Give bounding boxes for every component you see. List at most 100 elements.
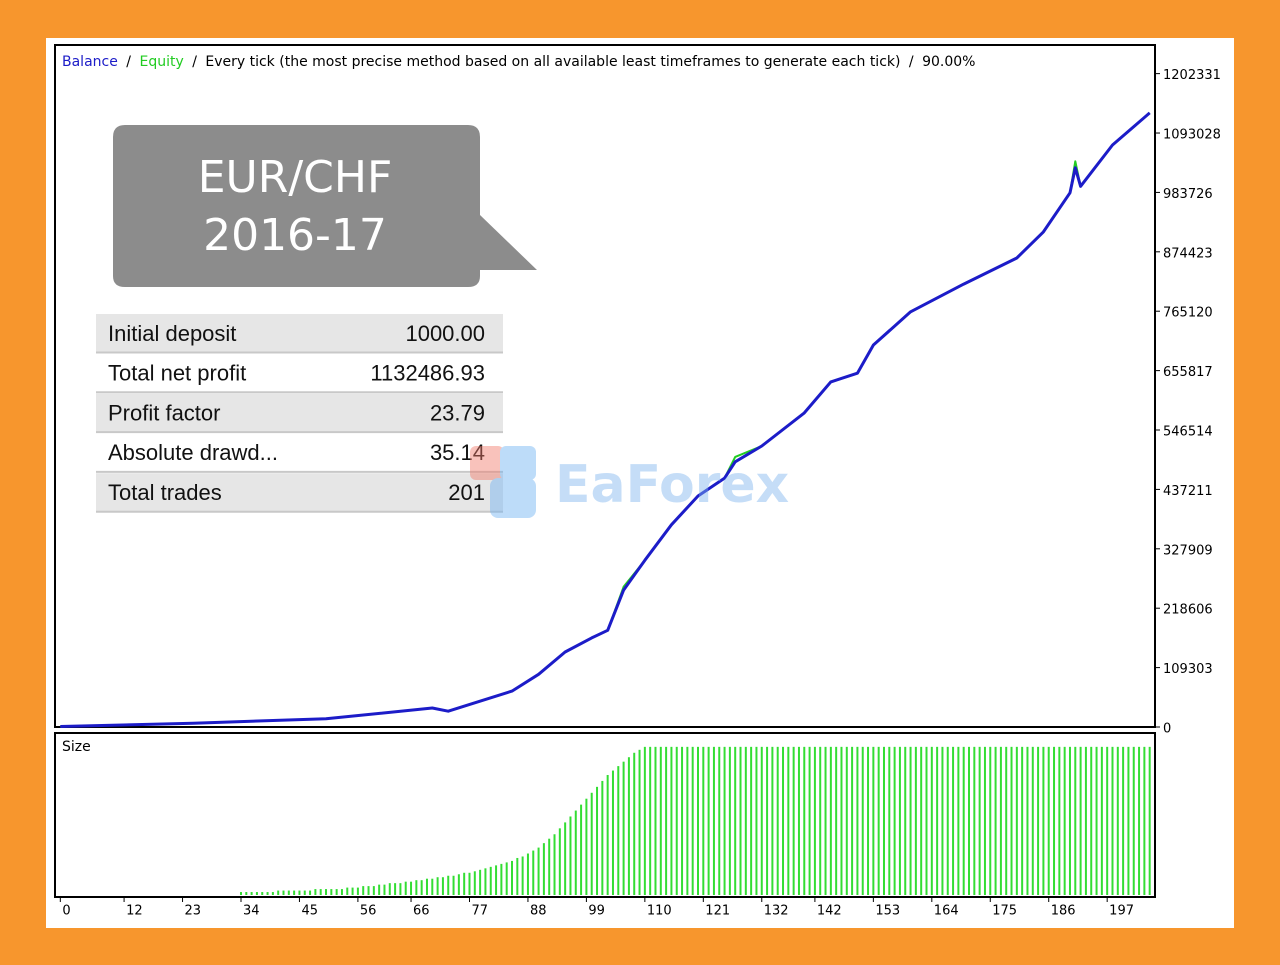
- size-bar: [829, 746, 832, 895]
- quality: 90.00%: [922, 54, 975, 70]
- size-bar: [1138, 746, 1141, 895]
- size-bar: [782, 746, 785, 895]
- separator: /: [126, 54, 131, 70]
- callout-bubble: [113, 125, 537, 287]
- size-bar: [702, 746, 705, 895]
- size-bar: [792, 746, 795, 895]
- size-bar: [356, 887, 359, 895]
- size-bar: [298, 890, 301, 895]
- x-tick-label: 66: [413, 904, 430, 919]
- size-bar: [999, 746, 1002, 895]
- size-bar: [1090, 746, 1093, 895]
- size-bar: [627, 757, 630, 895]
- size-bar: [516, 857, 519, 895]
- size-bar: [712, 746, 715, 895]
- size-bar: [675, 746, 678, 895]
- size-bar: [325, 889, 328, 895]
- size-bar: [521, 856, 524, 895]
- size-bar: [766, 746, 769, 895]
- x-tick-label: 56: [360, 904, 377, 919]
- size-bar: [739, 746, 742, 895]
- size-bar: [861, 746, 864, 895]
- size-bar: [611, 770, 614, 895]
- size-bar: [463, 872, 466, 895]
- size-bar: [1026, 746, 1029, 895]
- x-tick-label: 23: [185, 904, 202, 919]
- size-bar: [511, 860, 514, 895]
- size-bar: [1068, 746, 1071, 895]
- size-bar: [856, 746, 859, 895]
- series-line: [60, 111, 1151, 728]
- size-bar: [431, 878, 434, 895]
- size-bar: [718, 746, 721, 895]
- y-tick-label: 874423: [1163, 246, 1213, 261]
- size-bar: [750, 746, 753, 895]
- size-bar: [617, 766, 620, 895]
- size-bar: [1127, 746, 1130, 895]
- table-row: [96, 393, 503, 432]
- size-bar: [978, 746, 981, 895]
- size-bar: [983, 746, 986, 895]
- size-bar: [1058, 746, 1061, 895]
- size-bar: [946, 746, 949, 895]
- size-bar: [962, 746, 965, 895]
- x-tick-label: 153: [875, 904, 900, 919]
- size-bar: [425, 878, 428, 895]
- size-bar: [813, 746, 816, 895]
- y-tick-label: 655817: [1163, 365, 1213, 380]
- x-tick-label: 186: [1051, 904, 1076, 919]
- panel-title: Size: [62, 739, 91, 755]
- size-bar: [723, 746, 726, 895]
- size-bar: [245, 892, 248, 895]
- size-bar: [606, 775, 609, 895]
- size-bar: [686, 746, 689, 895]
- size-bar: [1015, 746, 1018, 895]
- subtitle: Every tick (the most precise method base…: [205, 54, 900, 70]
- size-bar: [457, 874, 460, 895]
- size-bar: [282, 890, 285, 895]
- size-bar: [893, 746, 896, 895]
- size-bar: [452, 875, 455, 895]
- size-bar: [309, 890, 312, 895]
- size-bar: [957, 746, 960, 895]
- x-tick-label: 12: [126, 904, 143, 919]
- stat-value: 1132486.93: [370, 361, 485, 386]
- size-bar: [1100, 746, 1103, 895]
- size-bar: [845, 746, 848, 895]
- size-bar: [314, 889, 317, 895]
- size-bar: [888, 746, 891, 895]
- size-bar: [882, 746, 885, 895]
- size-bar: [633, 752, 636, 895]
- size-bar: [840, 746, 843, 895]
- size-bar: [941, 746, 944, 895]
- size-bar: [410, 881, 413, 895]
- y-tick-label: 437211: [1163, 484, 1213, 499]
- size-bar: [542, 843, 545, 895]
- size-bar: [574, 810, 577, 895]
- x-tick-label: 0: [62, 904, 70, 919]
- size-bar: [744, 746, 747, 895]
- size-bar: [1010, 746, 1013, 895]
- y-tick-label: 1093028: [1163, 128, 1221, 143]
- size-bar: [441, 877, 444, 895]
- table-row: [96, 353, 503, 392]
- size-bar: [1005, 746, 1008, 895]
- size-bar: [904, 746, 907, 895]
- size-bar: [362, 886, 365, 895]
- size-bar: [468, 872, 471, 895]
- table-row: [96, 314, 503, 352]
- size-bar: [755, 746, 758, 895]
- watermark-logo: [470, 446, 504, 480]
- size-bar: [1042, 746, 1045, 895]
- x-tick-label: 164: [934, 904, 959, 919]
- size-bar: [1084, 746, 1087, 895]
- size-bar: [771, 746, 774, 895]
- size-bar: [1037, 746, 1040, 895]
- y-tick-label: 983726: [1163, 187, 1213, 202]
- size-bar: [596, 786, 599, 895]
- size-bar: [797, 746, 800, 895]
- size-bar: [920, 746, 923, 895]
- stat-label: Total net profit: [108, 361, 246, 386]
- size-bar: [266, 892, 269, 895]
- size-bar: [877, 746, 880, 895]
